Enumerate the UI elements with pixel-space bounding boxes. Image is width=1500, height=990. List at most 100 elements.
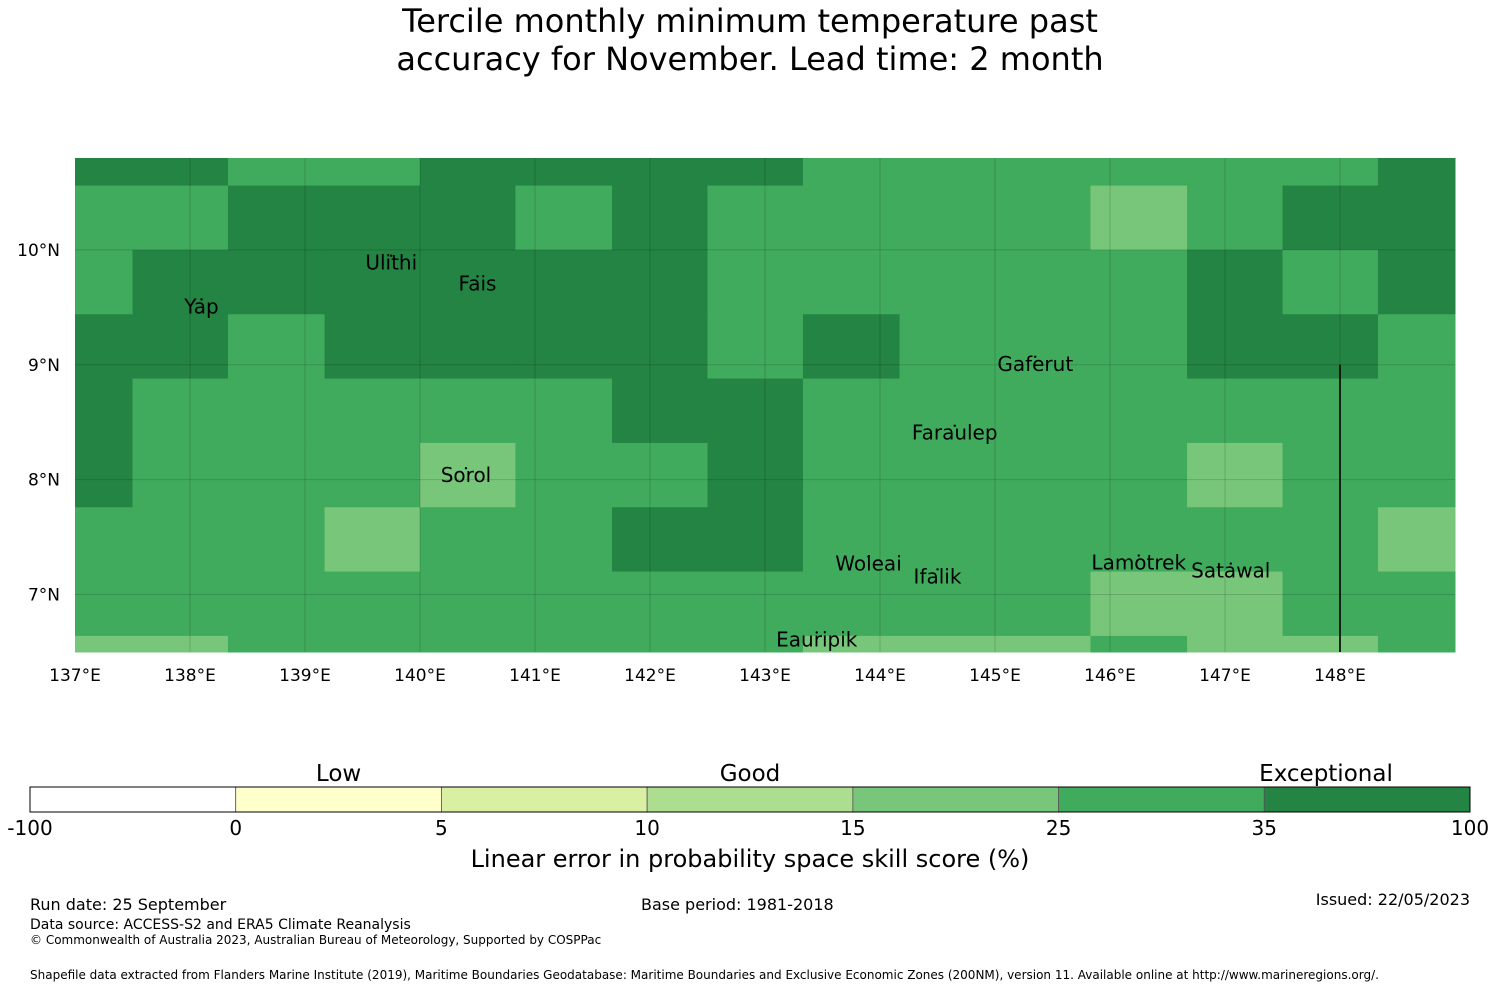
map-cell — [324, 249, 421, 315]
colorbar-tick-label: 35 — [1252, 816, 1277, 840]
map-cell — [227, 185, 326, 251]
colorbar-frame — [29, 786, 1471, 813]
map-cell — [612, 185, 708, 251]
map-cell — [899, 314, 996, 380]
island-marker — [1229, 562, 1232, 565]
map-cell — [995, 314, 1091, 380]
map-cell — [75, 314, 133, 380]
shapefile-credit: Shapefile data extracted from Flanders M… — [30, 968, 1379, 982]
map-cell — [1377, 507, 1456, 573]
map-cell — [324, 507, 421, 573]
map-cell — [324, 635, 421, 653]
map-cell — [802, 571, 901, 637]
map-cell — [324, 378, 421, 444]
map-cell — [420, 442, 516, 508]
x-tick-label: 144°E — [854, 666, 906, 686]
map-cell — [1090, 185, 1188, 251]
colorbar-bin — [235, 786, 442, 813]
map-cell — [75, 507, 133, 573]
map-cell — [420, 635, 516, 653]
map-cell — [75, 378, 133, 444]
map-cell — [1282, 442, 1379, 508]
map-cell — [132, 314, 229, 380]
map-cell — [1377, 158, 1456, 187]
map-cell — [420, 507, 516, 573]
x-tick-label: 145°E — [969, 666, 1021, 686]
map-cell — [227, 378, 326, 444]
map-cell — [1377, 185, 1456, 251]
map-cell — [227, 442, 326, 508]
colorbar-label: Linear error in probability space skill … — [470, 845, 1030, 873]
map-cell — [1282, 158, 1379, 187]
map-cell — [802, 378, 901, 444]
colorbar-tick-label: 100 — [1451, 816, 1489, 840]
base-period: Base period: 1981-2018 — [641, 895, 834, 914]
colorbar-tick-label: 5 — [435, 816, 448, 840]
map-cell — [132, 158, 229, 187]
map-cell — [612, 507, 708, 573]
place-label: Ifalik — [914, 564, 962, 588]
island-marker — [200, 298, 203, 301]
map-cell — [1187, 314, 1283, 380]
island-marker — [1137, 554, 1140, 557]
copyright: © Commonwealth of Australia 2023, Austra… — [30, 933, 602, 947]
map-cell — [132, 571, 229, 637]
x-tick-label: 138°E — [164, 666, 216, 686]
island-marker — [867, 555, 870, 558]
map-cell — [707, 571, 804, 637]
island-marker — [936, 568, 939, 571]
map-cell — [995, 378, 1091, 444]
map-cell — [1090, 635, 1188, 653]
map-cell — [899, 249, 996, 315]
map-cell — [132, 635, 229, 653]
map-cell — [899, 158, 996, 187]
map-cell — [1090, 442, 1188, 508]
map-cell — [899, 378, 996, 444]
map-cell — [1377, 571, 1456, 637]
island-marker — [476, 275, 479, 278]
colorbar-category-label: Exceptional — [1259, 761, 1393, 787]
map-cell — [75, 571, 133, 637]
map-cell — [707, 442, 804, 508]
map-cell — [227, 635, 326, 653]
colorbar-tick-label: 0 — [229, 816, 242, 840]
x-tick-label: 137°E — [49, 666, 101, 686]
map-cell — [324, 571, 421, 637]
map-cell — [612, 249, 708, 315]
island-marker — [464, 467, 468, 470]
map-cell — [802, 158, 901, 187]
map-cell — [420, 314, 516, 380]
x-tick-label: 140°E — [394, 666, 446, 686]
colorbar-bin — [852, 786, 1059, 813]
map-cell — [420, 158, 516, 187]
map-cell — [75, 442, 133, 508]
place-label: Sorol — [441, 463, 492, 487]
map-cell — [1282, 635, 1379, 653]
colorbar-bin — [1058, 786, 1265, 813]
map-cell — [1377, 249, 1456, 315]
map-cell — [132, 185, 229, 251]
map-cell — [899, 442, 996, 508]
map-cell — [802, 442, 901, 508]
map-cell — [227, 571, 326, 637]
place-label: Lamotrek — [1091, 551, 1186, 575]
data-source: Data source: ACCESS-S2 and ERA5 Climate … — [30, 917, 411, 933]
colorbar-bin — [646, 786, 854, 813]
map-cell — [612, 442, 708, 508]
map-cell — [995, 507, 1091, 573]
map-cell — [802, 185, 901, 251]
map-cell — [899, 507, 996, 573]
place-label: Yap — [183, 294, 218, 318]
y-tick-label: 7°N — [28, 586, 60, 606]
map-cell — [802, 249, 901, 315]
map-cell — [1187, 635, 1283, 653]
place-label: Ulithi — [365, 251, 417, 275]
map-cell — [1090, 507, 1188, 573]
map-cell — [802, 314, 901, 380]
colorbar-tick-label: 25 — [1046, 816, 1071, 840]
colorbar-bin — [29, 786, 237, 813]
map-cell — [707, 314, 804, 380]
colorbar-tick-label: -100 — [7, 816, 52, 840]
x-tick-label: 141°E — [509, 666, 561, 686]
place-label: Woleai — [835, 552, 902, 576]
